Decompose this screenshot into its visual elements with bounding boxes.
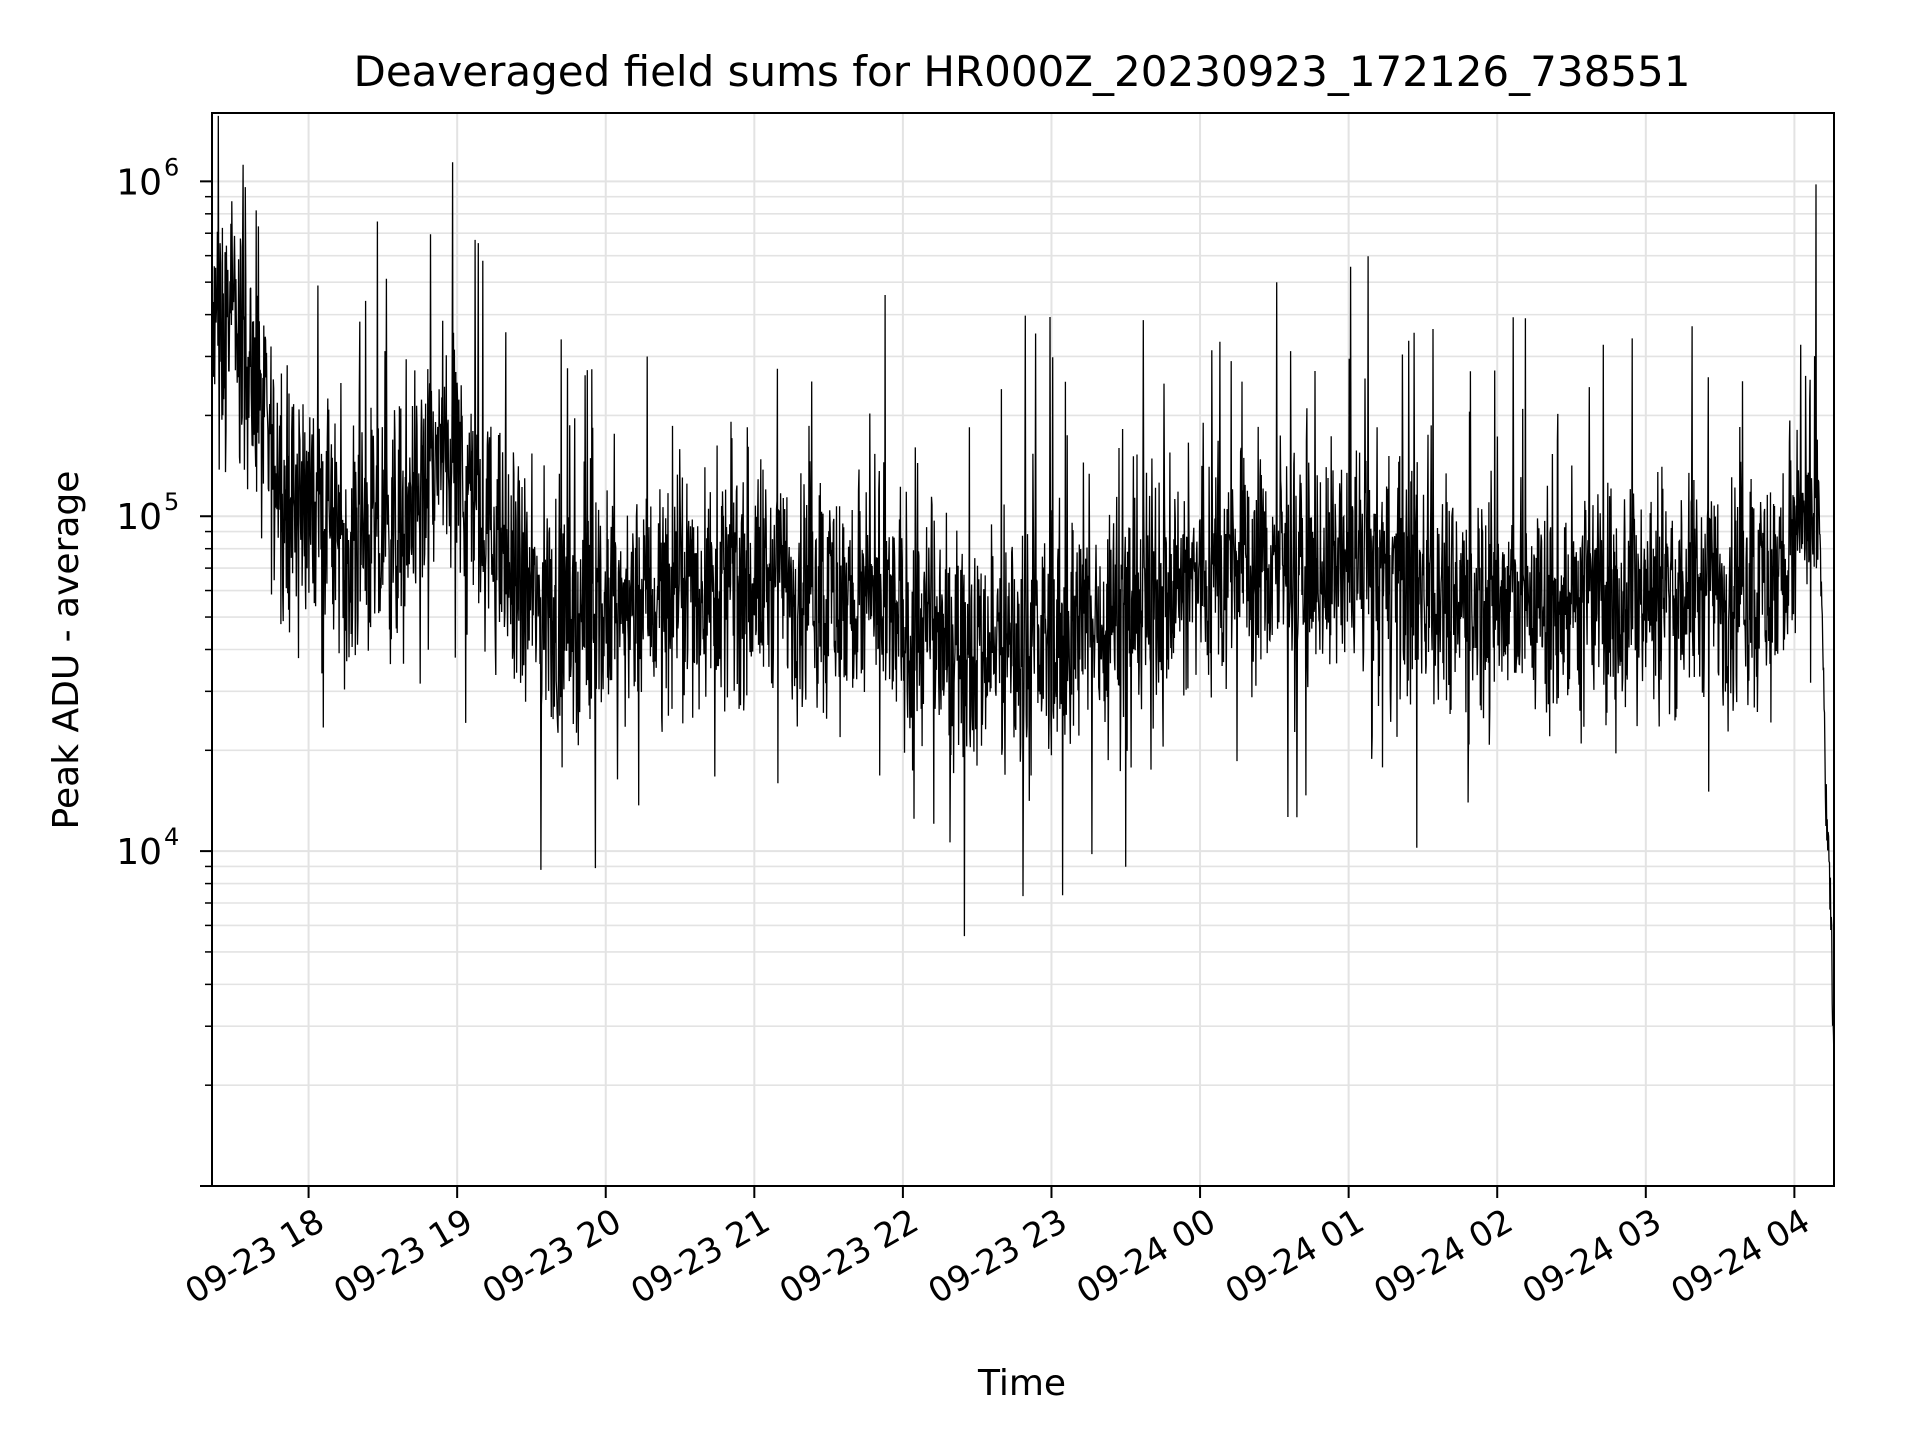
x-tick-label: 09-23 22 — [773, 1201, 925, 1312]
y-axis-label: Peak ADU - average — [46, 471, 87, 830]
chart-title: Deaveraged field sums for HR000Z_2023092… — [354, 47, 1691, 96]
x-tick-label: 09-23 21 — [624, 1201, 776, 1312]
y-tick-exponent: 5 — [164, 488, 179, 516]
y-tick-base: 10 — [116, 162, 162, 203]
y-tick-exponent: 6 — [164, 153, 179, 181]
y-tick-base: 10 — [116, 497, 162, 538]
y-tick-label: 10 4 — [116, 823, 179, 873]
x-tick-label: 09-24 00 — [1070, 1201, 1222, 1312]
y-tick-exponent: 4 — [164, 823, 179, 851]
x-tick-label: 09-24 04 — [1664, 1201, 1816, 1312]
series-layer — [211, 115, 1835, 1065]
y-tick-label: 10 6 — [116, 153, 179, 203]
x-tick-label: 09-24 02 — [1367, 1201, 1519, 1312]
x-tick-label: 09-23 20 — [476, 1201, 628, 1312]
y-tick-base: 10 — [116, 832, 162, 873]
x-tick-label: 09-23 19 — [327, 1201, 479, 1312]
x-tick-label: 09-23 18 — [179, 1201, 331, 1312]
x-tick-label: 09-24 03 — [1516, 1201, 1668, 1312]
x-tick-label: 09-24 01 — [1219, 1201, 1371, 1312]
x-axis-label: Time — [977, 1363, 1066, 1404]
y-tick-label: 10 5 — [116, 488, 179, 538]
series-line — [211, 115, 1835, 1065]
x-tick-label: 09-23 23 — [922, 1201, 1074, 1312]
